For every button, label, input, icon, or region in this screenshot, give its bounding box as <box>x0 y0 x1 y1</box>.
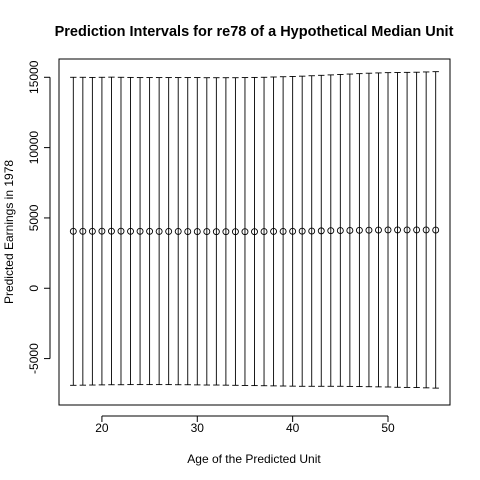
interval-age-28 <box>174 77 182 386</box>
fitted-point <box>403 226 411 234</box>
x-tick-label: 40 <box>286 421 300 435</box>
interval-age-22 <box>117 76 125 386</box>
fitted-point <box>375 226 382 234</box>
interval-age-35 <box>241 77 249 386</box>
fitted-point <box>289 227 297 235</box>
interval-age-25 <box>146 77 154 386</box>
fitted-point <box>308 227 316 235</box>
interval-age-26 <box>155 77 163 386</box>
interval-age-37 <box>260 76 268 387</box>
fitted-point <box>108 227 115 235</box>
fitted-point <box>394 226 401 234</box>
fitted-point <box>422 226 430 234</box>
interval-age-32 <box>212 77 220 386</box>
interval-age-46 <box>346 73 354 387</box>
interval-age-17 <box>69 76 77 386</box>
x-axis: 20 30 40 50 <box>95 415 395 435</box>
y-axis-label: Predicted Earnings in 1978 <box>2 160 16 304</box>
interval-age-51 <box>394 72 401 388</box>
interval-age-45 <box>336 74 344 387</box>
y-tick-label: -5000 <box>27 343 41 374</box>
interval-age-50 <box>384 72 392 388</box>
interval-age-52 <box>403 71 411 388</box>
y-axis: -5000 0 5000 10000 15000 <box>27 60 51 374</box>
fitted-point <box>222 228 230 236</box>
x-tick-label: 50 <box>381 421 395 435</box>
fitted-point <box>279 227 287 235</box>
interval-age-49 <box>375 72 382 388</box>
interval-age-48 <box>365 72 373 388</box>
x-tick-label: 20 <box>95 421 109 435</box>
fitted-point <box>212 228 220 236</box>
interval-age-34 <box>231 77 239 386</box>
fitted-point <box>270 227 278 235</box>
fitted-point <box>413 226 421 234</box>
fitted-point <box>69 227 77 235</box>
interval-age-24 <box>136 77 144 386</box>
interval-age-42 <box>308 75 316 387</box>
interval-age-36 <box>251 76 258 387</box>
x-tick-label: 30 <box>191 421 205 435</box>
chart-title: Prediction Intervals for re78 of a Hypot… <box>55 24 454 40</box>
fitted-point <box>98 227 106 235</box>
interval-age-27 <box>165 77 173 386</box>
fitted-point <box>346 227 354 234</box>
fitted-point <box>88 227 96 235</box>
fitted-point <box>231 228 239 236</box>
interval-age-20 <box>98 76 106 386</box>
y-tick-label: 0 <box>27 285 41 292</box>
fitted-point <box>146 227 154 235</box>
fitted-point <box>317 227 325 235</box>
interval-age-43 <box>317 74 325 387</box>
fitted-point <box>127 227 134 235</box>
fitted-point <box>165 227 173 235</box>
fitted-point <box>365 226 373 234</box>
interval-age-19 <box>88 76 96 386</box>
interval-age-54 <box>422 71 430 389</box>
fitted-point <box>203 228 211 236</box>
interval-age-41 <box>298 75 306 387</box>
interval-age-29 <box>184 77 192 386</box>
fitted-point <box>432 226 440 234</box>
interval-age-53 <box>413 71 421 389</box>
interval-age-21 <box>108 76 115 386</box>
fitted-point <box>79 227 87 235</box>
plot-frame <box>58 58 451 406</box>
interval-age-55 <box>432 71 440 389</box>
fitted-point <box>193 228 201 236</box>
interval-age-47 <box>355 73 363 388</box>
interval-age-33 <box>222 77 230 386</box>
fitted-point <box>155 227 163 235</box>
y-tick-label: 10000 <box>27 131 41 165</box>
interval-age-31 <box>203 77 211 386</box>
x-axis-label: Age of the Predicted Unit <box>187 452 321 466</box>
interval-age-30 <box>193 77 201 386</box>
fitted-point <box>298 227 306 235</box>
fitted-point <box>327 227 335 235</box>
interval-age-44 <box>327 74 335 387</box>
y-tick-label: 15000 <box>27 60 41 94</box>
interval-age-40 <box>289 75 297 387</box>
fitted-point <box>336 227 344 235</box>
interval-age-23 <box>127 76 134 386</box>
fitted-point <box>260 228 268 236</box>
interval-marks <box>69 71 440 389</box>
fitted-point <box>184 228 192 236</box>
fitted-point <box>355 226 363 234</box>
fitted-point <box>251 228 258 236</box>
fitted-point <box>241 228 249 236</box>
fitted-point <box>136 227 144 235</box>
interval-age-18 <box>79 76 87 386</box>
interval-age-38 <box>270 76 278 387</box>
fitted-point <box>174 227 182 235</box>
fitted-point <box>117 227 125 235</box>
y-tick-label: 5000 <box>27 204 41 231</box>
fitted-point <box>384 226 392 234</box>
interval-age-39 <box>279 76 287 387</box>
